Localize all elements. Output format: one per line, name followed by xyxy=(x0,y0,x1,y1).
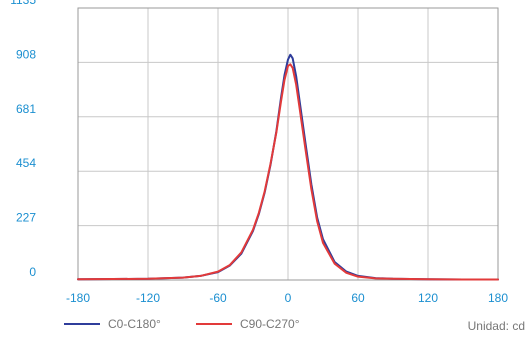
x-tick-label: -180 xyxy=(66,291,90,305)
x-tick-label: 180 xyxy=(488,291,508,305)
legend-label-0: C0-C180° xyxy=(108,317,161,331)
y-tick-label: 454 xyxy=(16,156,36,170)
y-tick-label: 908 xyxy=(16,47,36,61)
x-tick-label: -60 xyxy=(209,291,227,305)
unit-label: Unidad: cd xyxy=(468,319,525,333)
x-tick-label: 60 xyxy=(351,291,365,305)
y-tick-label: 227 xyxy=(16,211,36,225)
y-tick-label: 681 xyxy=(16,102,36,116)
x-tick-label: 0 xyxy=(285,291,292,305)
y-tick-labels: 0 227 454 681 908 1135 xyxy=(10,0,36,279)
y-tick-label: 1135 xyxy=(10,0,36,7)
series-line-1 xyxy=(77,63,499,281)
x-tick-labels: -180 -120 -60 0 60 120 180 xyxy=(66,291,508,305)
series-lines xyxy=(77,53,499,281)
grid xyxy=(77,7,499,281)
legend-label-1: C90-C270° xyxy=(240,317,300,331)
y-tick-label: 0 xyxy=(29,265,36,279)
x-tick-label: -120 xyxy=(136,291,160,305)
legend: C0-C180° C90-C270° xyxy=(64,317,300,331)
x-tick-label: 120 xyxy=(418,291,438,305)
plot-frame xyxy=(77,7,499,281)
